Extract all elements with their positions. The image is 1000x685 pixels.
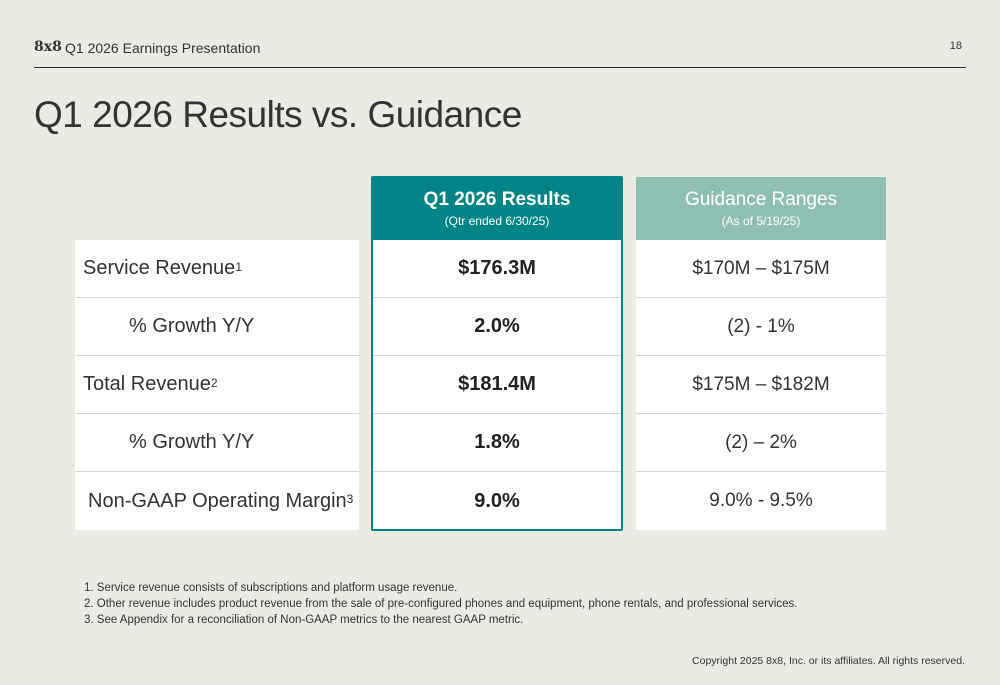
result-cell: 9.0%: [474, 489, 520, 512]
guidance-cell: $175M – $182M: [636, 356, 886, 414]
metric-row-total-revenue: Total Revenue 2: [75, 356, 359, 414]
metric-label: % Growth Y/Y: [129, 315, 255, 337]
guidance-header-title: Guidance Ranges: [684, 189, 838, 210]
footnote-ref: 1: [235, 259, 242, 274]
metric-label: Total Revenue: [83, 373, 211, 395]
guidance-cell: (2) – 2%: [636, 414, 886, 472]
footnote-ref: 3: [346, 492, 354, 506]
results-header-title: Q1 2026 Results: [423, 189, 571, 210]
guidance-column-header: Guidance Ranges (As of 5/19/25): [636, 177, 886, 240]
result-cell: $176.3M: [372, 240, 622, 298]
deck-title: Q1 2026 Earnings Presentation: [65, 40, 261, 56]
metric-labels-column: Service Revenue 1 % Growth Y/Y Total Reve…: [75, 240, 359, 530]
slide-title: Q1 2026 Results vs. Guidance: [34, 94, 522, 135]
company-logo: 8x8: [34, 39, 62, 55]
metric-row-total-growth: % Growth Y/Y: [75, 414, 359, 472]
results-column: $176.3M 2.0% $181.4M 1.8% 9.0%: [372, 240, 622, 530]
footnote-3: 3. See Appendix for a reconciliation of …: [84, 614, 524, 626]
footnote-ref: 2: [210, 375, 218, 390]
results-column-header: Q1 2026 Results (Qtr ended 6/30/25): [372, 177, 622, 240]
copyright-notice: Copyright 2025 8x8, Inc. or its affiliat…: [692, 655, 965, 667]
guidance-cell: $170M – $175M: [636, 240, 886, 298]
guidance-column: $170M – $175M (2) - 1% $175M – $182M (2)…: [636, 240, 886, 530]
metric-label: % Growth Y/Y: [129, 431, 255, 453]
guidance-header-subtitle: (As of 5/19/25): [721, 214, 801, 228]
metric-row-operating-margin: Non-GAAP Operating Margin 3: [75, 472, 359, 530]
guidance-cell: 9.0% - 9.5%: [709, 490, 813, 511]
result-cell: 2.0%: [372, 298, 622, 356]
metric-label: Service Revenue: [83, 257, 236, 279]
footnote-2: 2. Other revenue includes product revenu…: [84, 598, 798, 610]
results-header-subtitle: (Qtr ended 6/30/25): [444, 214, 550, 228]
slide-header: 8x8 Q1 2026 Earnings Presentation 18: [34, 38, 966, 68]
result-cell: $181.4M: [372, 356, 622, 414]
metric-row-service-revenue: Service Revenue 1: [75, 240, 359, 298]
result-cell: 1.8%: [372, 414, 622, 472]
metric-label: Non-GAAP Operating Margin: [88, 489, 347, 512]
page-number: 18: [949, 40, 962, 52]
footnotes: 1. Service revenue consists of subscript…: [84, 580, 797, 628]
guidance-cell: (2) - 1%: [636, 298, 886, 356]
metric-row-service-growth: % Growth Y/Y: [75, 298, 359, 356]
footnote-1: 1. Service revenue consists of subscript…: [84, 582, 458, 594]
